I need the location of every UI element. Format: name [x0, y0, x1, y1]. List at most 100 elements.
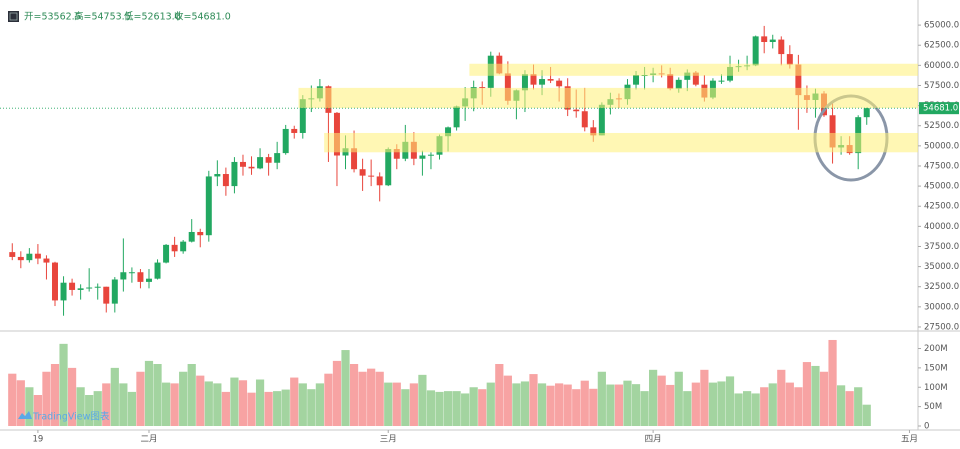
candle-body — [239, 161, 246, 167]
candle-body — [9, 252, 16, 257]
y-tick-label: 50000.0 — [924, 141, 959, 151]
volume-bar — [443, 391, 453, 426]
volume-bar — [290, 377, 299, 426]
candle-body — [590, 127, 597, 136]
candle-body — [154, 262, 161, 279]
volume-bar — [8, 373, 17, 426]
candle-body — [530, 74, 537, 85]
candle-body — [769, 39, 776, 43]
zone — [324, 132, 918, 153]
x-tick-label: 三月 — [380, 435, 397, 445]
volume-bar — [153, 364, 162, 426]
volume-bar — [409, 383, 418, 426]
candle-body — [393, 149, 400, 159]
volume-bar — [67, 367, 77, 426]
volume-bar — [221, 391, 230, 426]
candle-body — [257, 157, 264, 169]
x-tick-label: 二月 — [140, 435, 157, 445]
volume-bar — [76, 387, 85, 426]
volume-bar — [315, 383, 324, 426]
candle-body — [265, 157, 272, 163]
volume-bar — [50, 364, 60, 426]
last-price-tag — [919, 102, 959, 115]
volume-bar — [845, 391, 854, 426]
candle-body — [282, 128, 289, 154]
volume-bar — [563, 384, 572, 426]
ohlc-label: 低=52613.0 — [124, 11, 181, 23]
volume-bar — [452, 391, 461, 426]
volume-bar — [486, 382, 495, 426]
y-tick-label: 62500.0 — [924, 41, 959, 51]
volume-tick-label: 50M — [924, 402, 942, 412]
volume-bar — [555, 383, 564, 426]
candle-body — [171, 244, 178, 252]
volume-bar — [25, 387, 34, 426]
volume-bar — [623, 380, 632, 426]
candle-body — [299, 99, 306, 133]
volume-bar — [700, 369, 709, 426]
volume-bar — [401, 389, 410, 426]
volume-bar — [512, 383, 521, 426]
candle-body — [684, 72, 691, 80]
volume-bar — [144, 360, 154, 426]
volume-bar — [836, 385, 846, 426]
volume-bar — [614, 384, 624, 426]
volume-bar — [802, 362, 812, 426]
candle-body — [556, 80, 563, 87]
y-tick-label: 60000.0 — [924, 61, 959, 71]
y-tick-label: 65000.0 — [924, 21, 959, 31]
volume-bar — [93, 391, 102, 426]
candle-body — [34, 253, 41, 259]
volume-bar — [606, 384, 615, 426]
volume-bar — [238, 380, 248, 426]
candle-body — [692, 72, 699, 85]
volume-tick-label: 200M — [924, 344, 948, 354]
volume-bar — [264, 391, 273, 426]
candle-body — [137, 272, 144, 282]
volume-bar — [230, 377, 239, 426]
logo-inner — [9, 12, 18, 21]
candle-body — [786, 54, 793, 65]
volume-bar — [247, 392, 256, 426]
volume-bar — [102, 383, 111, 426]
volume-bar — [367, 368, 376, 426]
volume-bar — [469, 387, 478, 426]
volume-bar — [127, 391, 136, 426]
y-tick-label: 40000.0 — [924, 222, 959, 232]
zones — [298, 63, 918, 153]
candle-body — [829, 115, 836, 148]
volume-bar — [33, 395, 43, 426]
volume-bar — [324, 373, 333, 426]
candle-body — [197, 231, 204, 236]
x-tick-label: 四月 — [645, 435, 662, 445]
volume-bar — [16, 380, 25, 426]
candle-body — [778, 39, 785, 55]
candle-body — [547, 79, 554, 81]
volume-bar — [546, 385, 555, 426]
candle-body — [60, 282, 67, 301]
volume-bar — [734, 393, 743, 426]
candle-body — [43, 258, 50, 263]
volume-bar — [187, 364, 196, 426]
y-tick-label: 45000.0 — [924, 182, 959, 192]
volume-bar — [862, 404, 871, 426]
candle-body — [120, 272, 127, 280]
candle-body — [718, 80, 725, 82]
volume-bar — [332, 360, 342, 426]
candle-body — [26, 253, 33, 261]
candle-body — [231, 161, 238, 187]
volume-tick-label: 100M — [924, 383, 948, 393]
volume-bar — [691, 382, 700, 426]
volume-bar — [298, 383, 307, 426]
watermark-icon — [18, 411, 32, 419]
candle-body — [675, 79, 682, 89]
volume-bar — [743, 391, 752, 426]
volume-bar — [725, 376, 735, 426]
candle-body — [539, 79, 546, 85]
volume-bar — [204, 381, 213, 426]
x-tick-label: 五月 — [901, 435, 918, 445]
candle-body — [274, 153, 281, 163]
volume-bar — [495, 364, 504, 426]
y-tick-label: 52500.0 — [924, 121, 959, 131]
